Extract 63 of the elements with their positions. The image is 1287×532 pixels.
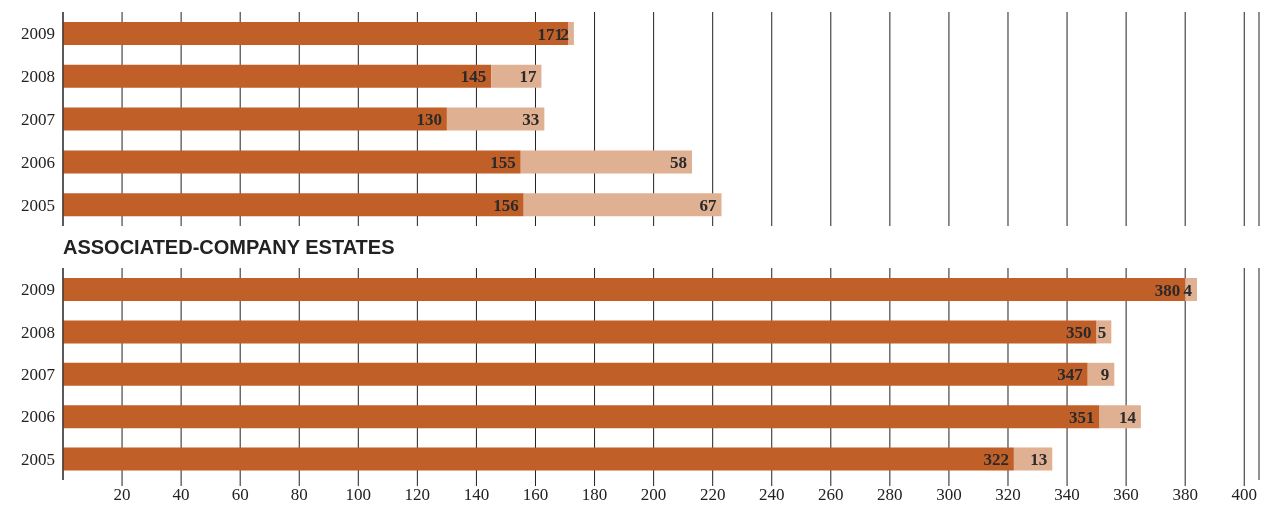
data-label: 5 (1097, 322, 1107, 342)
x-tick-label: 320 (995, 485, 1021, 505)
data-label: 155 (490, 152, 516, 172)
x-tick-label: 180 (581, 485, 608, 505)
chart-title: ASSOCIATED-COMPANY ESTATES (63, 235, 396, 260)
y-tick-label: 2009 (21, 280, 55, 300)
x-tick-label: 100 (345, 485, 372, 505)
bar (63, 107, 447, 131)
y-tick-label: 2006 (21, 152, 55, 172)
y-tick-label: 2008 (21, 67, 55, 87)
x-tick-label: 240 (758, 485, 785, 505)
bar (63, 405, 1100, 429)
bar (63, 22, 568, 45)
data-label: 171 (537, 24, 563, 44)
x-tick-label: 80 (290, 485, 308, 505)
bar (63, 447, 1014, 471)
x-tick-label: 260 (818, 485, 844, 505)
bar (63, 193, 524, 217)
data-label: 33 (522, 110, 540, 130)
x-tick-label: 360 (1113, 485, 1139, 505)
data-label: 351 (1069, 407, 1095, 427)
bar (523, 193, 722, 217)
data-label: 350 (1066, 322, 1092, 342)
x-tick-label: 300 (936, 485, 962, 505)
x-tick-label: 40 (172, 485, 190, 505)
data-label: 17 (519, 67, 537, 87)
bar (63, 150, 521, 174)
data-label: 13 (1030, 450, 1048, 470)
x-tick-label: 220 (699, 485, 726, 505)
y-tick-label: 2008 (21, 322, 55, 342)
data-label: 380 (1154, 280, 1181, 300)
data-label: 9 (1100, 365, 1110, 385)
bar (63, 362, 1088, 386)
data-label: 347 (1057, 365, 1084, 385)
x-tick-label: 20 (113, 485, 131, 505)
x-tick-label: 200 (640, 485, 667, 505)
x-tick-label: 140 (463, 485, 490, 505)
y-tick-label: 2009 (21, 24, 55, 44)
data-label: 156 (493, 195, 519, 215)
bar (567, 22, 574, 45)
data-label: 322 (983, 450, 1009, 470)
x-tick-label: 60 (231, 485, 249, 505)
bar (63, 320, 1097, 344)
x-tick-label: 380 (1172, 485, 1198, 505)
y-tick-label: 2006 (21, 407, 55, 427)
bar (491, 64, 542, 88)
bar (520, 150, 693, 174)
x-tick-label: 340 (1054, 485, 1080, 505)
x-tick-label: 160 (522, 485, 549, 505)
data-label: 130 (416, 110, 442, 130)
data-label: 145 (460, 67, 487, 87)
x-tick-label: 400 (1231, 485, 1257, 505)
x-tick-label: 280 (877, 485, 903, 505)
y-tick-label: 2005 (21, 449, 55, 469)
y-tick-label: 2005 (21, 195, 55, 215)
x-tick-label: 120 (404, 485, 431, 505)
bar (63, 64, 492, 88)
data-label: 14 (1118, 407, 1137, 427)
y-tick-label: 2007 (21, 365, 56, 385)
data-label: 67 (699, 195, 718, 215)
y-tick-label: 2007 (21, 110, 56, 130)
bar (446, 107, 545, 131)
data-label: 58 (670, 152, 688, 172)
